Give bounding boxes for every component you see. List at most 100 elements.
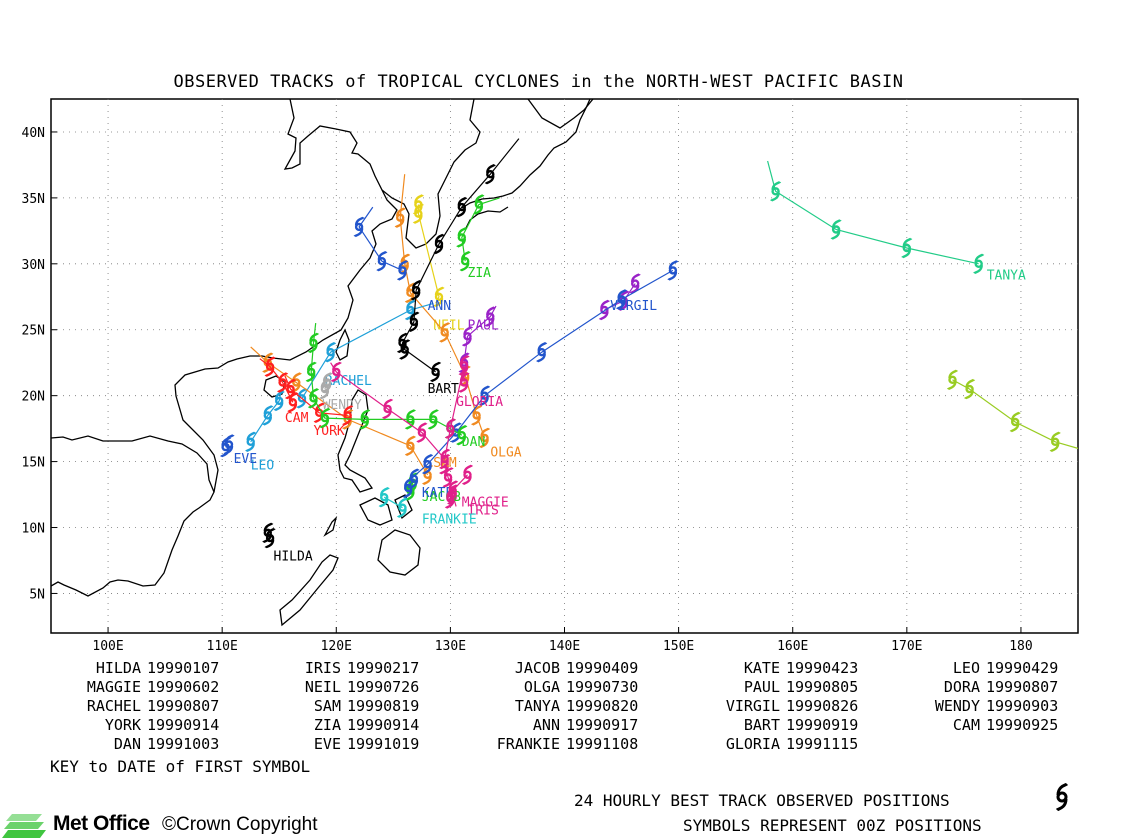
- key-storm-name: CAM: [952, 716, 980, 734]
- track-virgil: VIRGIL: [407, 259, 679, 482]
- track-ann: ANN: [353, 206, 451, 314]
- japan-coastline: [461, 99, 591, 209]
- storm-label: ANN: [428, 299, 451, 314]
- track-line: [250, 388, 283, 443]
- cyclone-icon: [285, 378, 297, 400]
- storm-label: HILDA: [274, 549, 313, 564]
- key-storm-name: OLGA: [523, 678, 560, 696]
- key-storm-name: BART: [743, 716, 780, 734]
- track-cam: CAM: [259, 356, 309, 426]
- axis-ticks: 100E 110E 120E 130E 140E 150E 160E 170E 180 5N 10N…: [22, 126, 1033, 654]
- cyclone-icon: [461, 464, 474, 486]
- track-frankie: FRANKIE: [378, 486, 477, 528]
- cyclone-icon: [408, 311, 420, 333]
- cyclone-icon: [353, 216, 365, 238]
- cyclone-icon: [394, 207, 406, 229]
- lon-tick-label: 160E: [777, 639, 808, 654]
- storm-label: LEO: [251, 459, 275, 474]
- lat-tick-label: 25N: [22, 324, 45, 339]
- japan-south-coastline: [465, 206, 509, 229]
- cyclone-icon: [456, 226, 468, 248]
- cyclone-icon: [484, 306, 496, 328]
- cyclone-icon: [408, 468, 420, 490]
- cyclone-icon: [439, 448, 451, 470]
- cyclone-icon: [536, 341, 548, 363]
- key-caption: KEY to DATE of FIRST SYMBOL: [50, 757, 311, 776]
- key-storm-date: 19990826: [786, 697, 859, 715]
- cyclone-icon: [964, 378, 976, 400]
- cyclone-icon: [830, 219, 842, 240]
- storm-label: OLGA: [490, 445, 521, 460]
- key-storm-name: YORK: [104, 716, 141, 734]
- key-storm-name: RACHEL: [86, 697, 141, 715]
- key-storm-date: 19991115: [786, 735, 859, 753]
- key-storm-date: 19990217: [347, 659, 420, 677]
- cyclone-icon: [629, 273, 641, 295]
- key-storm-name: VIRGIL: [725, 697, 780, 715]
- cyclone-icon: [473, 194, 485, 215]
- lon-tick-label: 130E: [435, 639, 466, 654]
- key-storm-name: WENDY: [934, 697, 980, 715]
- key-storm-date: 19990107: [147, 659, 220, 677]
- key-storm-name: NEIL: [304, 678, 341, 696]
- lon-tick-label: 180: [1009, 639, 1032, 654]
- track-line: [284, 375, 348, 416]
- storm-label: PAUL: [468, 319, 499, 334]
- palawan-island: [323, 515, 338, 537]
- storm-label: RACHEL: [325, 374, 372, 389]
- legend-line-positions: 24 HOURLY BEST TRACK OBSERVED POSITIONS: [574, 791, 950, 810]
- cyclone-icon: [319, 407, 331, 429]
- taiwan-island: [335, 328, 350, 361]
- storm-label: YORK: [313, 424, 344, 439]
- key-storm-name: GLORIA: [725, 735, 780, 753]
- cyclone-icon: [245, 431, 257, 453]
- cyclone-icon: [1055, 782, 1069, 812]
- cyclone-icon: [396, 259, 409, 281]
- lat-tick-label: 35N: [22, 192, 45, 207]
- track-tanya: TANYA: [767, 160, 1026, 284]
- cyclone-icon: [433, 286, 445, 308]
- legend-line-symbols: SYMBOLS REPRESENT 00Z POSITIONS: [683, 816, 982, 835]
- lat-tick-label: 20N: [22, 390, 45, 405]
- track-bart: BART: [396, 138, 520, 397]
- copyright-notice: ©Crown Copyright: [162, 814, 318, 835]
- key-storm-date: 19990423: [786, 659, 859, 677]
- track-kate: KATE: [402, 468, 453, 501]
- key-storm-name: EVE: [313, 735, 341, 753]
- asia-coastline: [51, 435, 215, 597]
- cyclone-icon: [430, 361, 442, 383]
- track-line: [463, 305, 497, 363]
- key-storm-name: DAN: [113, 735, 141, 753]
- lon-tick-label: 100E: [92, 639, 123, 654]
- key-storm-date: 19990807: [986, 678, 1059, 696]
- key-storm-date: 19990914: [347, 716, 420, 734]
- lat-lon-grid: [51, 99, 1078, 633]
- map-title: OBSERVED TRACKS of TROPICAL CYCLONES in …: [173, 72, 904, 92]
- storm-label: FRANKIE: [422, 513, 477, 528]
- track-line: [358, 206, 403, 271]
- storm-label: MAGGIE: [462, 495, 509, 510]
- visayas-islands: [359, 494, 413, 526]
- met-office-logo-text: Met Office: [53, 812, 150, 835]
- cyclone-icon: [264, 356, 276, 378]
- cyclone-icon: [416, 422, 428, 444]
- cyclone-icon: [1049, 431, 1061, 453]
- track-sam: SAM: [250, 346, 457, 486]
- lat-tick-label: 10N: [22, 522, 45, 537]
- cyclone-icon: [330, 361, 342, 383]
- cyclone-icon: [382, 398, 394, 420]
- cyclone-icon: [223, 434, 235, 455]
- cyclone-icon: [277, 372, 289, 393]
- key-storm-name: MAGGIE: [86, 678, 141, 696]
- lat-tick-label: 15N: [22, 456, 45, 471]
- cyclone-icon: [616, 288, 628, 310]
- key-storm-date: 19990602: [147, 678, 220, 696]
- track-line: [767, 160, 979, 265]
- track-line: [301, 302, 434, 399]
- mindanao-island: [377, 529, 421, 576]
- cyclone-icon: [667, 259, 679, 281]
- cyclone-icon: [973, 253, 985, 275]
- key-storm-date: 19990730: [566, 678, 639, 696]
- track-late-season: [946, 369, 1078, 453]
